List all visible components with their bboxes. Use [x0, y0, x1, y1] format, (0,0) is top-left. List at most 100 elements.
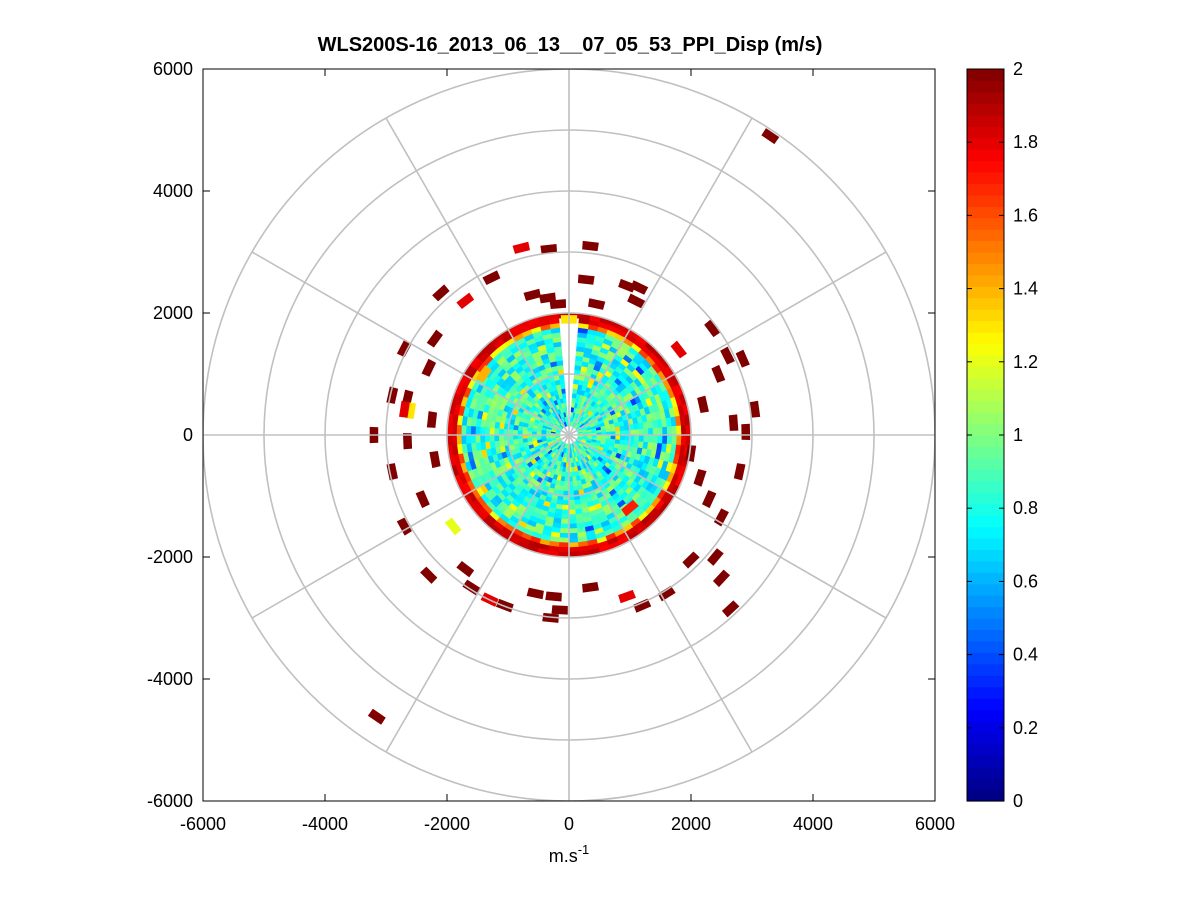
- dense-cell: [489, 427, 495, 436]
- colorbar-band: [967, 286, 1004, 299]
- x-tick-label: -4000: [302, 814, 348, 834]
- x-tick-label: -6000: [180, 814, 226, 834]
- colorbar-band: [967, 480, 1004, 493]
- data-cell: [741, 423, 751, 440]
- colorbar: 2 1.8 1.6 1.4 1.2 1 0.8 0.6 0.4 0.2 0: [966, 59, 1038, 811]
- colorbar-band: [967, 595, 1004, 608]
- dense-cell: [572, 388, 578, 394]
- colorbar-tick-label: 1.8: [1013, 132, 1038, 152]
- dense-cell: [568, 528, 578, 534]
- data-cell: [728, 414, 739, 431]
- colorbar-band: [967, 560, 1004, 573]
- data-cell: [462, 579, 481, 596]
- data-cell: [549, 299, 567, 309]
- data-cell: [512, 241, 531, 254]
- x-tick-label: 4000: [793, 814, 833, 834]
- colorbar-band: [967, 377, 1004, 390]
- colorbar-tick-label: 0.2: [1013, 718, 1038, 738]
- colorbar-tick-label: 0.8: [1013, 498, 1038, 518]
- colorbar-band: [967, 354, 1004, 367]
- colorbar-band: [967, 126, 1004, 139]
- data-cell: [582, 582, 599, 593]
- dense-cell: [634, 428, 640, 436]
- polar-grid: [203, 69, 935, 801]
- dense-cell: [456, 434, 462, 446]
- dense-cell: [676, 434, 682, 446]
- colorbar-band: [967, 766, 1004, 779]
- x-tick-label: 2000: [671, 814, 711, 834]
- colorbar-band: [967, 171, 1004, 184]
- data-cell: [720, 346, 735, 365]
- colorbar-band: [967, 686, 1004, 699]
- data-cell: [415, 490, 430, 509]
- dense-cell: [460, 434, 467, 445]
- data-cell: [713, 508, 729, 527]
- data-cell: [475, 364, 492, 383]
- colorbar-band: [967, 332, 1004, 345]
- data-cell: [526, 587, 544, 600]
- colorbar-band: [967, 515, 1004, 528]
- colorbar-band: [967, 435, 1004, 448]
- data-cell: [367, 708, 386, 725]
- dense-cell: [493, 434, 500, 442]
- data-cell: [396, 517, 412, 536]
- data-cell: [733, 463, 746, 481]
- dense-cell: [571, 402, 576, 408]
- dense-cell: [559, 537, 570, 544]
- polar-center-ring: [566, 432, 572, 438]
- data-cell: [545, 591, 562, 602]
- colorbar-band: [967, 503, 1004, 516]
- colorbar-band: [967, 549, 1004, 562]
- colorbar-band: [967, 675, 1004, 688]
- colorbar-band: [967, 366, 1004, 379]
- colorbar-band: [967, 412, 1004, 425]
- dense-cell: [568, 546, 580, 553]
- data-cell: [432, 284, 450, 302]
- colorbar-band: [967, 160, 1004, 173]
- polar-ring: [263, 129, 875, 741]
- dense-cell: [662, 426, 668, 436]
- colorbar-band: [967, 217, 1004, 230]
- dense-cell: [666, 434, 673, 445]
- dense-cell: [493, 428, 500, 436]
- dense-cell: [465, 425, 472, 436]
- dense-cell: [562, 504, 570, 511]
- colorbar-tick-label: 0.4: [1013, 645, 1038, 665]
- colorbar-bands: [967, 69, 1004, 802]
- colorbar-band: [967, 149, 1004, 162]
- colorbar-band: [967, 789, 1004, 802]
- dense-cell: [568, 518, 578, 525]
- x-tick-label: 6000: [915, 814, 955, 834]
- colorbar-band: [967, 572, 1004, 585]
- dense-cell: [560, 523, 570, 530]
- dense-cell: [568, 542, 580, 548]
- colorbar-band: [967, 663, 1004, 676]
- x-tick-label: -2000: [424, 814, 470, 834]
- colorbar-band: [967, 80, 1004, 93]
- chart-title: WLS200S-16_2013_06_13__07_05_53_PPI_Disp…: [318, 34, 823, 56]
- polar-ring: [385, 251, 753, 619]
- dense-cell: [460, 425, 467, 436]
- colorbar-band: [967, 263, 1004, 276]
- dense-cell: [470, 434, 476, 444]
- dense-cell: [657, 426, 664, 436]
- y-tick-label: -2000: [147, 547, 193, 567]
- data-cell: [426, 411, 438, 428]
- colorbar-band: [967, 389, 1004, 402]
- axes-frame: [202, 68, 936, 802]
- dense-cell: [470, 426, 476, 436]
- colorbar-tick-label: 1.4: [1013, 279, 1038, 299]
- x-axis-label: m.s-1: [549, 842, 590, 866]
- colorbar-tick-label: 1.6: [1013, 205, 1038, 225]
- colorbar-tick-label: 2: [1013, 59, 1023, 79]
- dense-cell: [680, 424, 687, 436]
- dense-cell: [498, 428, 504, 436]
- colorbar-band: [967, 240, 1004, 253]
- data-cell: [630, 280, 649, 295]
- dense-cell: [652, 434, 659, 444]
- colorbar-band: [967, 469, 1004, 482]
- data-cell: [670, 340, 688, 359]
- dense-cell: [568, 504, 576, 511]
- colorbar-band: [967, 400, 1004, 413]
- polar-ring: [507, 373, 631, 497]
